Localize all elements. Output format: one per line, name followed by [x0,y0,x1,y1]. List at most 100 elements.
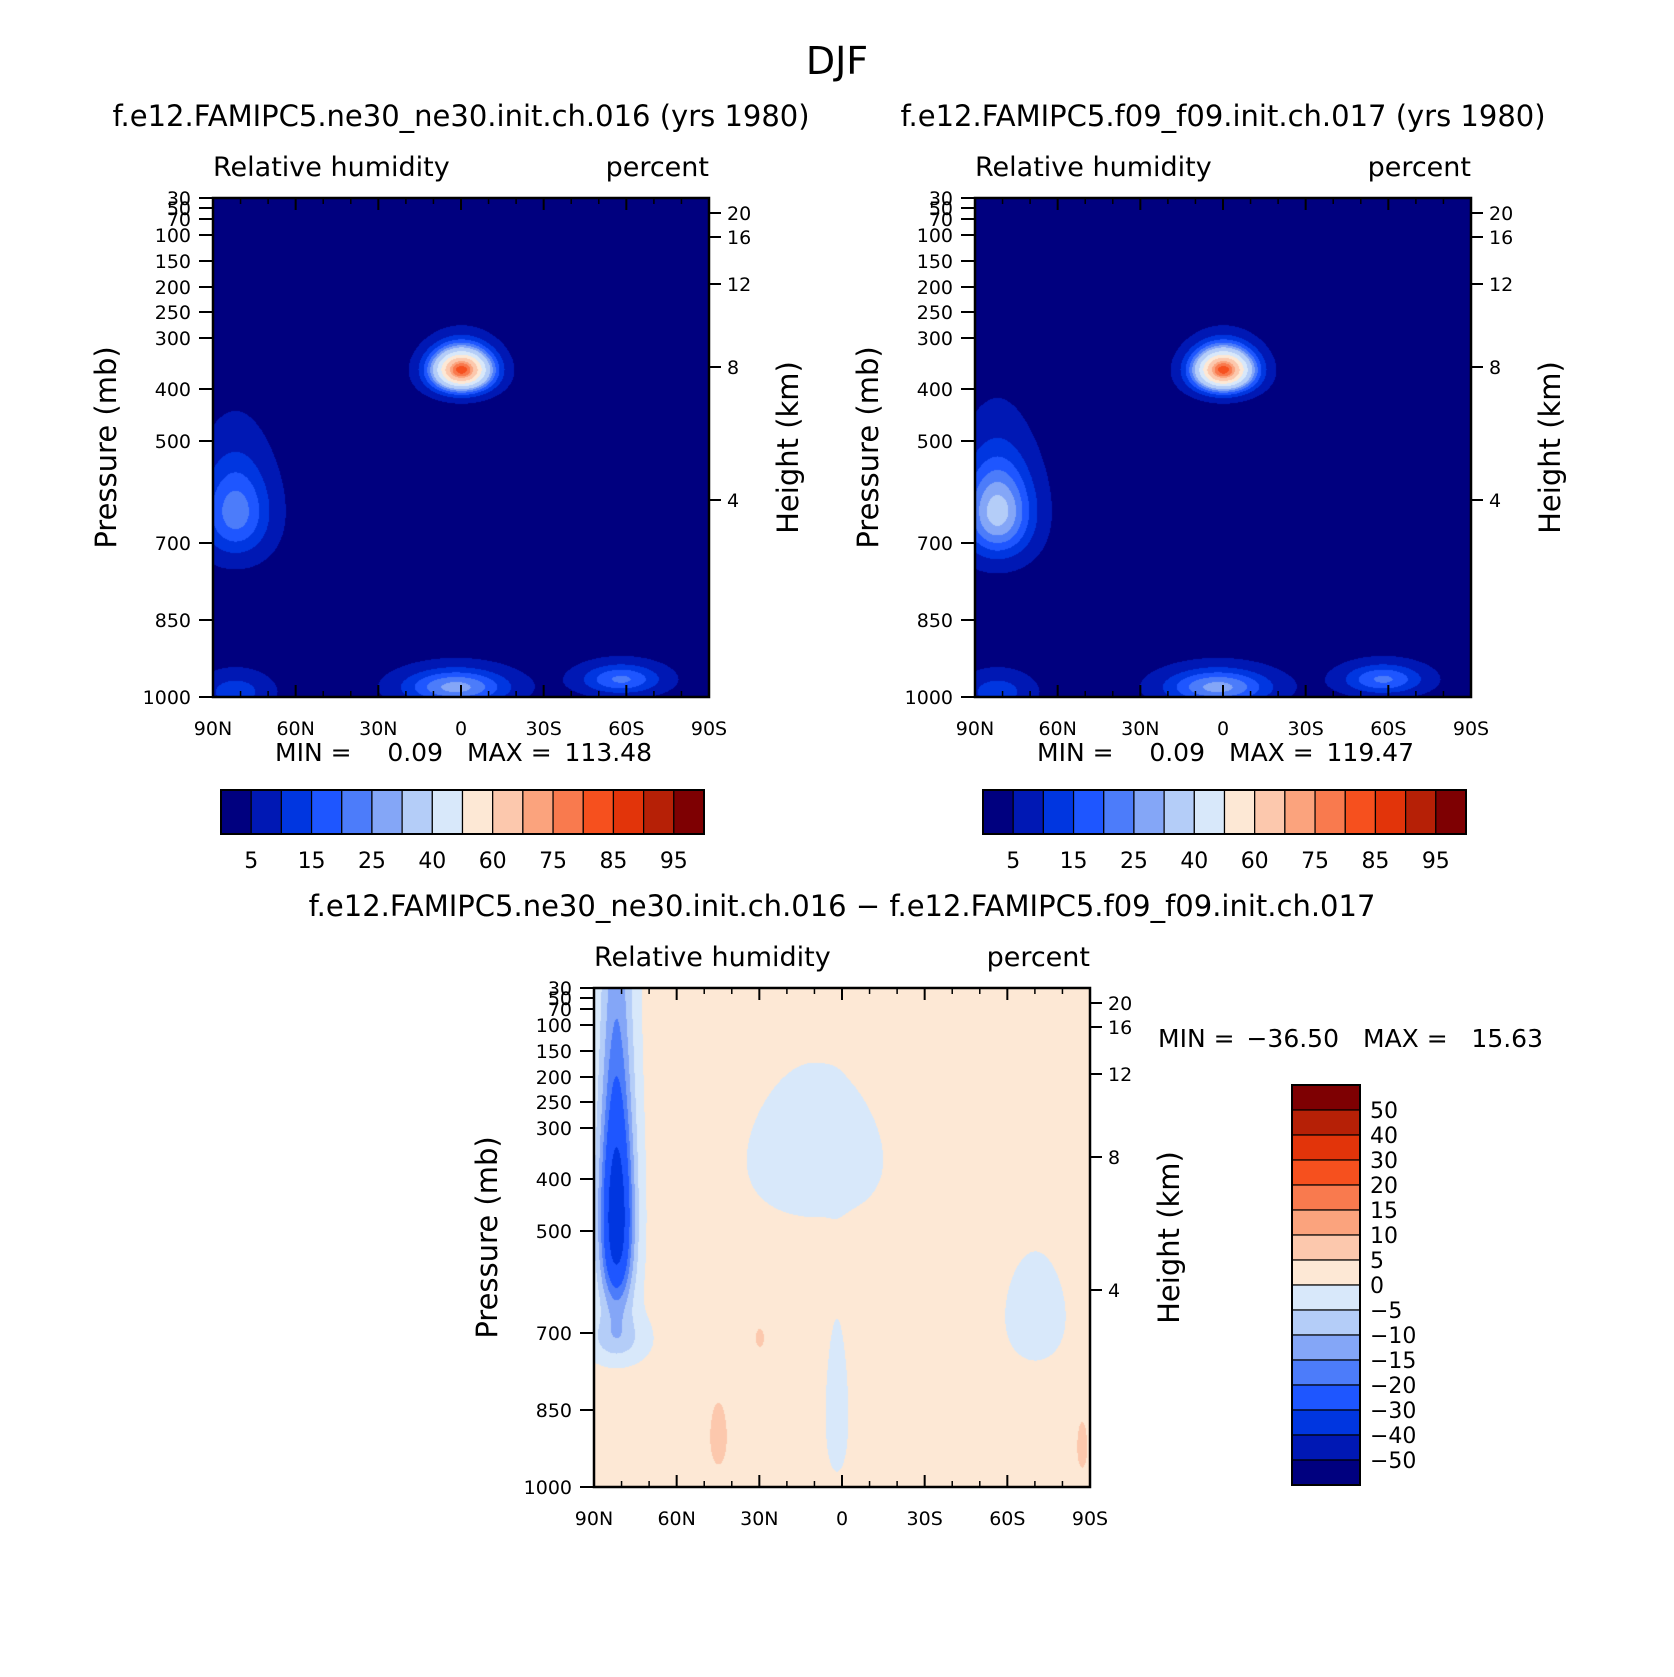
y-tick-label: 400 [917,379,953,401]
colorbar-label: 5 [244,849,258,874]
y-tick-label: 30 [167,188,191,210]
y-tick-label: 1000 [143,687,191,709]
rh-field-f09 [975,198,1471,697]
colorbar-label: −30 [1370,1399,1416,1424]
y-tick-label: 250 [155,302,191,324]
colorbar-label: 15 [1370,1199,1398,1224]
min-value: 0.09 [387,738,443,767]
colorbar-swatch [1374,789,1407,835]
y-tick-label: 150 [155,251,191,273]
colorbar-label: −50 [1370,1449,1416,1474]
variable-label: Relative humidity [594,942,831,973]
min-label: MIN = [1037,738,1114,767]
y-tick-label: 700 [155,533,191,555]
colorbar-swatch [310,789,343,835]
height-tick-label: 20 [1489,203,1513,225]
colorbar-label: 10 [1370,1224,1398,1249]
y-tick-label: 30 [548,978,572,1000]
x-tick-label: 90N [575,1508,613,1530]
colorbar-swatch [1291,1159,1361,1186]
colorbar-swatch [1042,789,1075,835]
colorbar-swatch [220,789,252,835]
max-value: 119.47 [1327,738,1414,767]
y-tick-label: 50 [929,198,953,220]
x-tick-label: 0 [455,718,467,740]
colorbar-label: 30 [1370,1149,1398,1174]
x-tick-label: 90S [691,718,727,740]
max-value: 15.63 [1471,1024,1543,1053]
colorbar-swatch [1291,1234,1361,1261]
colorbar-label: 40 [1180,849,1208,874]
y-tick-label: 850 [536,1400,572,1422]
min-value: 0.09 [1149,738,1205,767]
colorbar-swatch [250,789,282,835]
colorbar-swatch [1103,789,1135,835]
colorbar-swatch [1291,1209,1361,1236]
colorbar-swatch [643,789,675,835]
y-tick-label: 400 [536,1169,572,1191]
y-axis-right-title: Height (km) [1533,361,1567,534]
colorbar-frame [220,789,705,835]
y-tick-label: 300 [155,328,191,350]
colorbar-swatch [431,789,464,835]
colorbar-swatch [582,789,615,835]
colorbar-label: 15 [1060,849,1088,874]
colorbar-label: 60 [479,849,507,874]
colorbar-swatch [1291,1459,1361,1486]
colorbar-swatch [1405,789,1437,835]
min-value: −36.50 [1246,1024,1339,1053]
y-tick-label: 850 [917,610,953,632]
colorbar-label: −10 [1370,1324,1416,1349]
colorbar-swatch [1291,1384,1361,1411]
x-tick-label: 30S [1288,718,1324,740]
colorbar-label: 40 [418,849,446,874]
colorbar-swatch [1291,1359,1361,1386]
colorbar-label: 40 [1370,1124,1398,1149]
colorbar-swatch [1291,1259,1361,1286]
height-tick-label: 8 [1489,357,1501,379]
y-axis-title: Pressure (mb) [851,346,885,548]
x-tick-label: 30N [359,718,397,740]
y-tick-label: 70 [167,209,191,231]
colorbar-swatch [522,789,554,835]
y-tick-label: 250 [536,1092,572,1114]
figure-title: DJF [806,39,868,83]
y-axis-title: Pressure (mb) [470,1136,504,1338]
x-tick-label: 30S [526,718,562,740]
y-tick-label: 300 [917,328,953,350]
colorbar-swatch [1291,1134,1361,1161]
rh-field-ne30 [213,198,709,697]
y-tick-label: 250 [917,302,953,324]
colorbar-frame [1291,1084,1361,1486]
panel-title: f.e12.FAMIPC5.ne30_ne30.init.ch.016 (yrs… [112,99,809,133]
x-tick-label: 30N [740,1508,778,1530]
y-tick-label: 70 [929,209,953,231]
colorbar-label: 15 [298,849,326,874]
max-label: MAX = [467,738,552,767]
colorbar-swatch [461,789,494,835]
colorbar-label: 25 [1120,849,1148,874]
x-tick-label: 30N [1121,718,1159,740]
colorbar-swatch [1193,789,1226,835]
colorbar-swatch [1284,789,1316,835]
height-tick-label: 12 [727,274,751,296]
height-tick-label: 20 [1108,993,1132,1015]
y-tick-label: 1000 [524,1477,572,1499]
x-tick-label: 0 [836,1508,848,1530]
max-label: MAX = [1229,738,1314,767]
units-label: percent [606,152,709,183]
y-tick-label: 850 [155,610,191,632]
height-tick-label: 4 [1108,1280,1120,1302]
x-tick-label: 60S [1370,718,1406,740]
colorbar-frame [982,789,1467,835]
colorbar-swatch [552,789,584,835]
x-tick-label: 60N [276,718,314,740]
height-tick-label: 4 [727,490,739,512]
variable-label: Relative humidity [213,152,450,183]
y-tick-label: 50 [548,988,572,1010]
colorbar-swatch [1254,789,1286,835]
y-tick-label: 100 [536,1015,572,1037]
y-tick-label: 700 [536,1323,572,1345]
x-tick-label: 90N [194,718,232,740]
y-tick-label: 70 [548,999,572,1021]
